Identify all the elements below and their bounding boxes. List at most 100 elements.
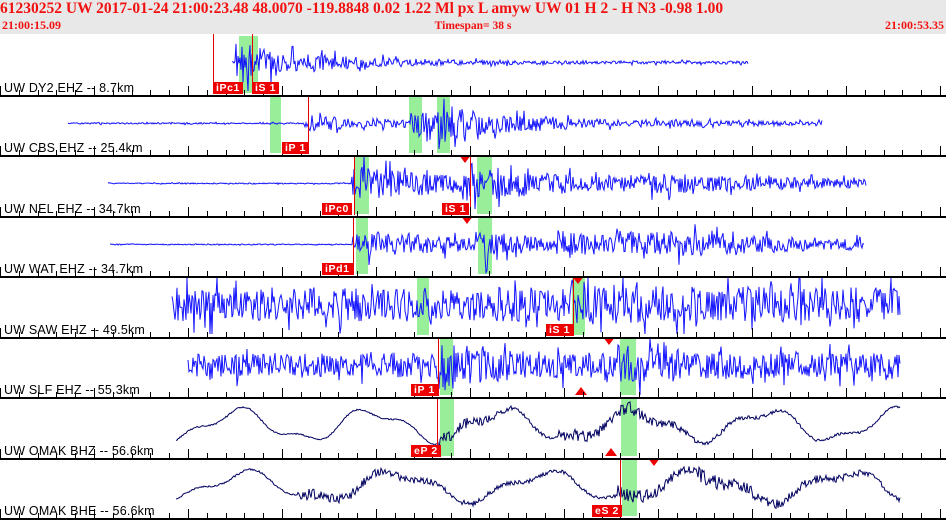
axis-tick-minor	[207, 452, 208, 458]
axis-tick-minor	[827, 210, 828, 216]
axis-tick-major	[658, 448, 659, 458]
axis-tick-minor	[263, 452, 264, 458]
phase-pick-label[interactable]: iPc0	[322, 202, 352, 215]
axis-tick-major	[0, 509, 1, 518]
axis-tick-minor	[583, 331, 584, 337]
axis-tick-minor	[884, 513, 885, 518]
axis-tick-minor	[38, 331, 39, 337]
axis-tick-major	[846, 327, 847, 337]
axis-tick-minor	[113, 210, 114, 216]
axis-tick-minor	[639, 89, 640, 95]
phase-pick-line[interactable]	[573, 276, 574, 336]
axis-tick-major	[188, 85, 189, 95]
axis-tick-major	[658, 146, 659, 155]
time-axis	[0, 336, 946, 339]
trace-panel[interactable]	[0, 155, 946, 216]
axis-tick-minor	[733, 513, 734, 518]
time-axis	[0, 457, 946, 460]
axis-tick-minor	[827, 89, 828, 95]
axis-tick-minor	[338, 150, 339, 155]
phase-pick-line[interactable]	[470, 155, 471, 215]
phase-pick-label[interactable]: iP 1	[411, 384, 438, 396]
axis-tick-minor	[132, 392, 133, 397]
axis-tick-minor	[207, 331, 208, 337]
axis-tick-minor	[790, 452, 791, 458]
axis-tick-minor	[263, 331, 264, 337]
phase-pick-label[interactable]: iS 1	[442, 202, 470, 215]
trace-panel[interactable]	[0, 336, 946, 397]
axis-tick-major	[752, 85, 753, 95]
axis-tick-minor	[639, 452, 640, 458]
axis-tick-minor	[19, 271, 20, 276]
axis-tick-minor	[884, 271, 885, 276]
phase-pick-label[interactable]: eP 2	[411, 444, 441, 457]
pick-marker-triangle-icon	[572, 276, 584, 284]
trace-panel[interactable]	[0, 397, 946, 458]
axis-tick-minor	[696, 150, 697, 155]
axis-tick-minor	[583, 271, 584, 276]
axis-tick-minor	[677, 452, 678, 458]
phase-pick-line[interactable]	[620, 457, 621, 517]
axis-tick-major	[188, 267, 189, 276]
axis-tick-minor	[865, 210, 866, 216]
axis-tick-major	[94, 146, 95, 155]
phase-pick-line[interactable]	[353, 215, 354, 275]
axis-tick-major	[376, 206, 377, 216]
axis-tick-minor	[902, 392, 903, 397]
axis-tick-minor	[38, 89, 39, 95]
axis-tick-minor	[921, 331, 922, 337]
axis-tick-minor	[620, 452, 621, 458]
axis-tick-minor	[508, 331, 509, 337]
trace-panel[interactable]	[0, 94, 946, 155]
axis-tick-major	[94, 267, 95, 276]
phase-pick-label[interactable]: iPc1	[213, 81, 243, 94]
phase-pick-label[interactable]: iS 1	[252, 81, 280, 94]
axis-tick-minor	[75, 150, 76, 155]
phase-pick-label[interactable]: iS 1	[546, 323, 574, 336]
axis-tick-minor	[207, 89, 208, 95]
axis-tick-major	[0, 85, 1, 95]
axis-tick-minor	[790, 150, 791, 155]
axis-tick-minor	[884, 89, 885, 95]
phase-pick-label[interactable]: iPd1	[322, 263, 353, 275]
phase-pick-line[interactable]	[354, 155, 355, 215]
axis-tick-minor	[771, 331, 772, 337]
axis-tick-minor	[38, 150, 39, 155]
axis-tick-minor	[489, 452, 490, 458]
phase-pick-label[interactable]: eS 2	[592, 505, 622, 517]
axis-tick-major	[658, 388, 659, 397]
axis-tick-major	[282, 267, 283, 276]
phase-pick-line[interactable]	[308, 94, 309, 154]
phase-pick-line[interactable]	[252, 34, 253, 94]
trace-panel[interactable]	[0, 457, 946, 518]
axis-tick-major	[564, 146, 565, 155]
phase-pick-line[interactable]	[437, 397, 438, 457]
axis-tick-minor	[320, 513, 321, 518]
phase-pick-line[interactable]	[213, 34, 214, 94]
phase-pick-line[interactable]	[438, 336, 439, 396]
phase-pick-label[interactable]: iP 1	[282, 142, 309, 154]
event-summary-line: 61230252 UW 2017-01-24 21:00:23.48 48.00…	[0, 0, 724, 17]
axis-tick-minor	[827, 452, 828, 458]
axis-tick-minor	[827, 150, 828, 155]
axis-tick-minor	[677, 210, 678, 216]
axis-tick-minor	[113, 331, 114, 337]
channel-label: UW WAT EHZ -- 34.7km	[4, 262, 144, 276]
axis-tick-minor	[150, 89, 151, 95]
trace-panel[interactable]	[0, 276, 946, 337]
trace-panel[interactable]	[0, 215, 946, 276]
axis-tick-major	[470, 146, 471, 155]
axis-tick-major	[846, 146, 847, 155]
axis-tick-minor	[320, 331, 321, 337]
axis-tick-minor	[526, 89, 527, 95]
axis-tick-minor	[865, 392, 866, 397]
waveform	[171, 276, 901, 335]
axis-tick-minor	[38, 210, 39, 216]
axis-tick-minor	[790, 392, 791, 397]
axis-tick-minor	[733, 150, 734, 155]
axis-tick-minor	[75, 210, 76, 216]
axis-tick-minor	[132, 331, 133, 337]
axis-tick-minor	[508, 271, 509, 276]
trace-panel[interactable]	[0, 34, 946, 95]
time-axis	[0, 397, 946, 399]
